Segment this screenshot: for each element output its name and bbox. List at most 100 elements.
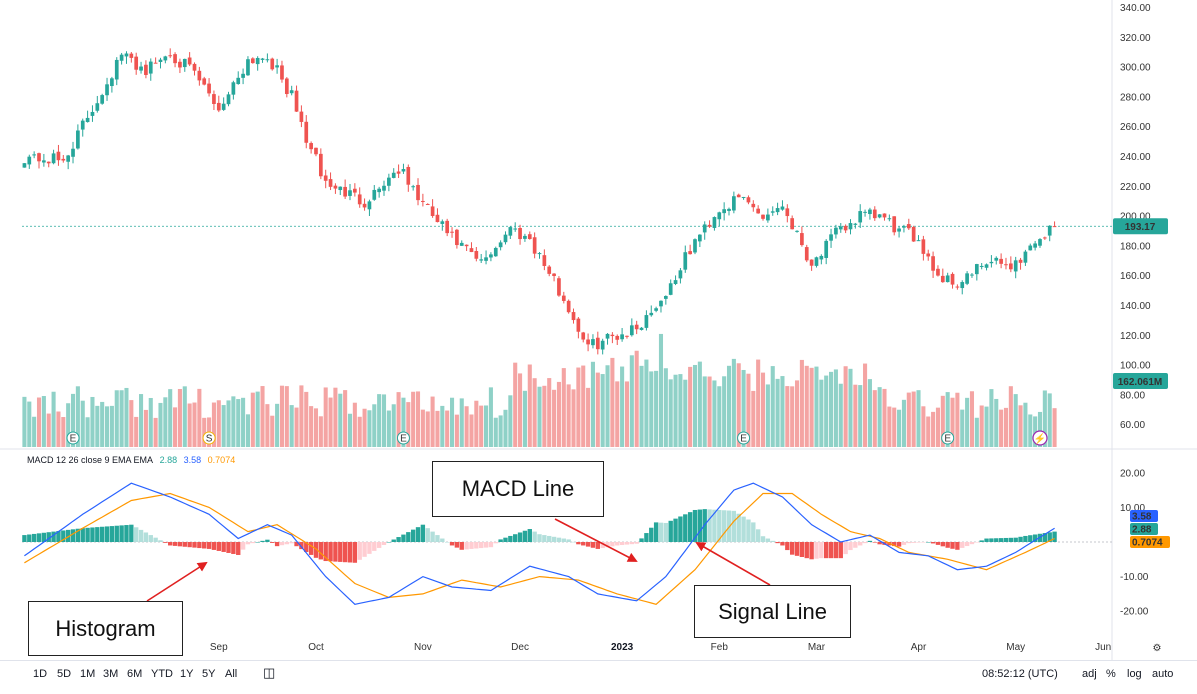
log-toggle[interactable]: log — [1127, 668, 1142, 680]
candle-body — [868, 209, 872, 215]
histogram-bar — [168, 542, 173, 546]
timeframe-1m[interactable]: 1M — [80, 668, 96, 680]
histogram-bar — [202, 542, 207, 549]
histogram-bar — [1032, 534, 1038, 542]
date-range-icon[interactable]: ◫ — [263, 665, 276, 680]
histogram-bar — [1008, 537, 1014, 542]
signal-badge — [1130, 536, 1170, 548]
histogram-bar — [338, 542, 343, 562]
histogram-bar — [697, 509, 703, 542]
price-axis-tick-7: 200.00 — [1120, 212, 1151, 223]
volume-bar — [270, 415, 275, 447]
histogram-bar — [250, 542, 255, 544]
candle-body — [202, 78, 207, 85]
histogram-bar — [867, 540, 873, 542]
volume-bar — [484, 405, 489, 447]
volume-bar — [449, 397, 455, 447]
percent-toggle[interactable]: % — [1106, 668, 1116, 680]
histogram-bar — [1047, 532, 1052, 542]
price-axis-tick-8: 180.00 — [1120, 241, 1151, 252]
histogram-bar — [585, 542, 591, 547]
histogram-bar — [513, 534, 518, 542]
histogram-bar — [955, 542, 960, 550]
timeframe-all[interactable]: All — [225, 668, 238, 680]
histogram-bar — [138, 529, 144, 542]
volume-bar — [634, 350, 639, 447]
candle-body — [27, 156, 32, 165]
volume-bar — [299, 385, 304, 447]
x-axis-tick-Sep: Sep — [210, 642, 228, 653]
chart-svg[interactable]: 340.00 320.00 300.00 280.00 260.00 240.00 220.… — [0, 0, 1197, 660]
timeframe-5d[interactable]: 5D — [57, 668, 72, 680]
volume-bar — [867, 379, 872, 447]
timeframe-ytd[interactable]: YTD — [151, 668, 173, 680]
volume-bar — [824, 375, 829, 447]
candle-body — [124, 53, 129, 57]
volume-bar — [770, 366, 775, 447]
candle-body — [469, 248, 474, 253]
volume-bar — [882, 388, 887, 447]
volume-bar — [571, 389, 576, 447]
histogram-bar — [794, 542, 800, 556]
clock-display[interactable]: 08:52:12 (UTC) — [982, 668, 1058, 680]
volume-bar — [872, 390, 877, 447]
histogram-bar — [440, 538, 445, 542]
histogram-bar — [328, 542, 333, 562]
candle-body — [459, 242, 464, 246]
histogram-bar — [163, 542, 168, 543]
candle-body — [260, 58, 265, 60]
volume-bar — [848, 368, 853, 447]
candle-body — [464, 244, 469, 247]
timeframe-1d[interactable]: 1D — [33, 668, 48, 680]
candle-body — [906, 224, 911, 229]
volume-bar — [396, 392, 401, 447]
histogram-bar — [785, 542, 790, 551]
volume-bar — [100, 401, 105, 447]
auto-toggle[interactable]: auto — [1152, 668, 1174, 680]
histogram-bar — [1052, 531, 1057, 542]
signal-badge-label: 0.7074 — [1132, 538, 1163, 549]
volume-bar — [644, 359, 649, 447]
histogram-annotation: Histogram — [28, 601, 183, 656]
candle-body — [158, 59, 163, 62]
candle-body — [37, 153, 41, 162]
candle-body — [1013, 260, 1018, 272]
histogram-bar — [391, 539, 396, 542]
candle-body — [916, 240, 921, 242]
volume-bar — [236, 399, 241, 447]
volume-bar — [751, 390, 756, 447]
histogram-bar — [508, 535, 513, 542]
timeframe-1y[interactable]: 1Y — [180, 668, 194, 680]
candle-body — [663, 296, 668, 299]
histogram-bar — [814, 542, 819, 559]
timeframe-6m[interactable]: 6M — [127, 668, 143, 680]
histogram-bar — [566, 539, 571, 542]
volume-bar — [381, 394, 387, 447]
settings-gear-icon[interactable]: ⚙ — [1153, 643, 1162, 654]
volume-bar — [85, 417, 90, 447]
last-price-badge — [1113, 218, 1168, 235]
histogram-bar — [459, 542, 464, 550]
adj-toggle[interactable]: adj — [1082, 668, 1097, 680]
volume-bar — [503, 409, 508, 447]
candle-body — [785, 208, 790, 217]
candle-body — [503, 234, 508, 243]
volume-bar — [241, 397, 246, 447]
histogram-bar — [517, 532, 523, 542]
candle-body — [926, 253, 931, 257]
candle-body — [838, 226, 843, 230]
histogram-bar — [755, 529, 761, 542]
candle-body — [32, 154, 36, 156]
candle-body — [829, 234, 833, 241]
histogram-bar — [70, 529, 76, 542]
candle-body — [936, 268, 940, 276]
price-axis-tick-1: 320.00 — [1120, 33, 1151, 44]
timeframe-5y[interactable]: 5Y — [202, 668, 216, 680]
timeframe-3m[interactable]: 3M — [103, 668, 119, 680]
volume-bar — [479, 405, 484, 447]
volume-bar — [654, 370, 659, 447]
histogram-bar — [760, 536, 766, 542]
volume-bar — [70, 393, 76, 447]
histogram-bar — [605, 542, 610, 548]
volume-bar — [445, 410, 450, 447]
